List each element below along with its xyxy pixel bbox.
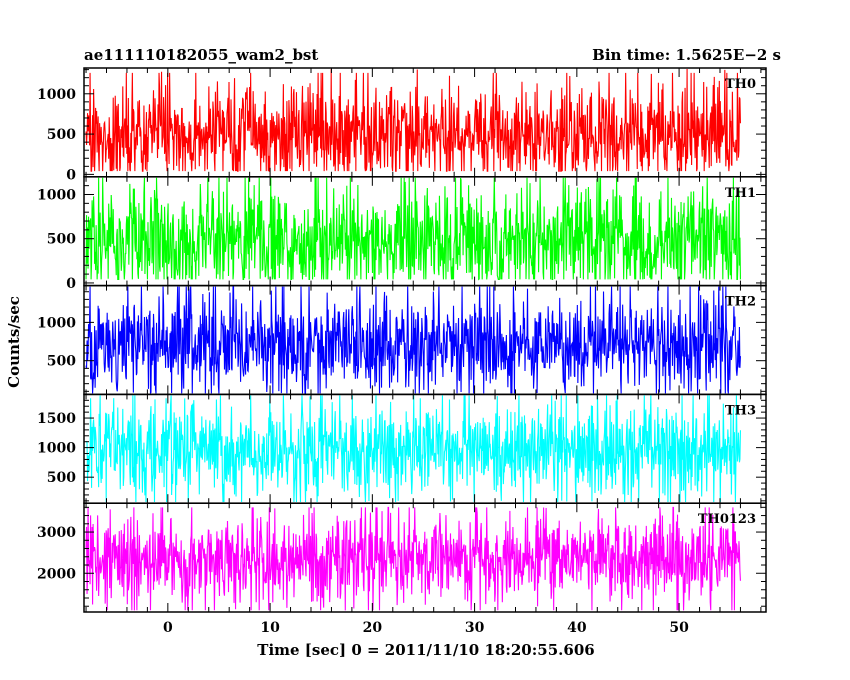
panel-label-th1: TH1	[725, 186, 756, 201]
panel-label-th0123: TH0123	[698, 512, 756, 527]
panel-th0: 0 500 1000 TH0	[37, 67, 767, 183]
x-tick-label: 20	[363, 620, 383, 636]
y-tick-label: 1000	[37, 441, 76, 457]
x-axis-label: Time [sec] 0 = 2011/11/10 18:20:55.606	[257, 641, 594, 659]
y-axis-label: Counts/sec	[5, 296, 23, 388]
bin-time-label: Bin time: 1.5625E−2 s	[592, 46, 781, 64]
y-tick-label: 500	[47, 354, 76, 370]
y-tick-label: 1000	[37, 315, 76, 331]
y-tick-label: 500	[47, 470, 76, 486]
x-tick-label: 0	[163, 620, 173, 636]
y-tick-label: 500	[47, 127, 76, 143]
y-tick-label: 1000	[37, 87, 76, 103]
panel-th3: 500 1000 1500 TH3	[37, 393, 767, 504]
x-tick-label: 30	[465, 620, 485, 636]
y-tick-label: 1500	[37, 411, 76, 427]
series-th2-trace	[85, 286, 741, 394]
panel-th2: 500 1000 TH2	[37, 284, 767, 396]
panel-frame	[83, 502, 767, 613]
series-th0123-trace	[85, 506, 741, 611]
series-th3-trace	[85, 395, 741, 503]
y-tick-label: 0	[66, 276, 76, 292]
y-tick-label: 500	[47, 232, 76, 248]
x-tick-label: 10	[260, 620, 280, 636]
y-tick-label: 0	[66, 167, 76, 183]
y-tick-label: 3000	[37, 525, 76, 541]
panel-label-th2: TH2	[725, 295, 756, 310]
series-th0-trace	[85, 68, 741, 172]
panel-label-th0: TH0	[725, 77, 756, 92]
x-tick-label: 40	[567, 620, 587, 636]
panel-label-th3: TH3	[725, 403, 756, 418]
y-tick-label: 2000	[37, 566, 76, 582]
x-tick-label: 50	[669, 620, 689, 636]
y-tick-label: 1000	[37, 187, 76, 203]
chart-title: ae111110182055_wam2_bst	[84, 46, 318, 64]
panel-th1: 0 500 1000 TH1	[37, 176, 767, 292]
series-th1-trace	[85, 177, 741, 281]
panel-th0123: 2000 3000 TH0123	[37, 502, 767, 613]
